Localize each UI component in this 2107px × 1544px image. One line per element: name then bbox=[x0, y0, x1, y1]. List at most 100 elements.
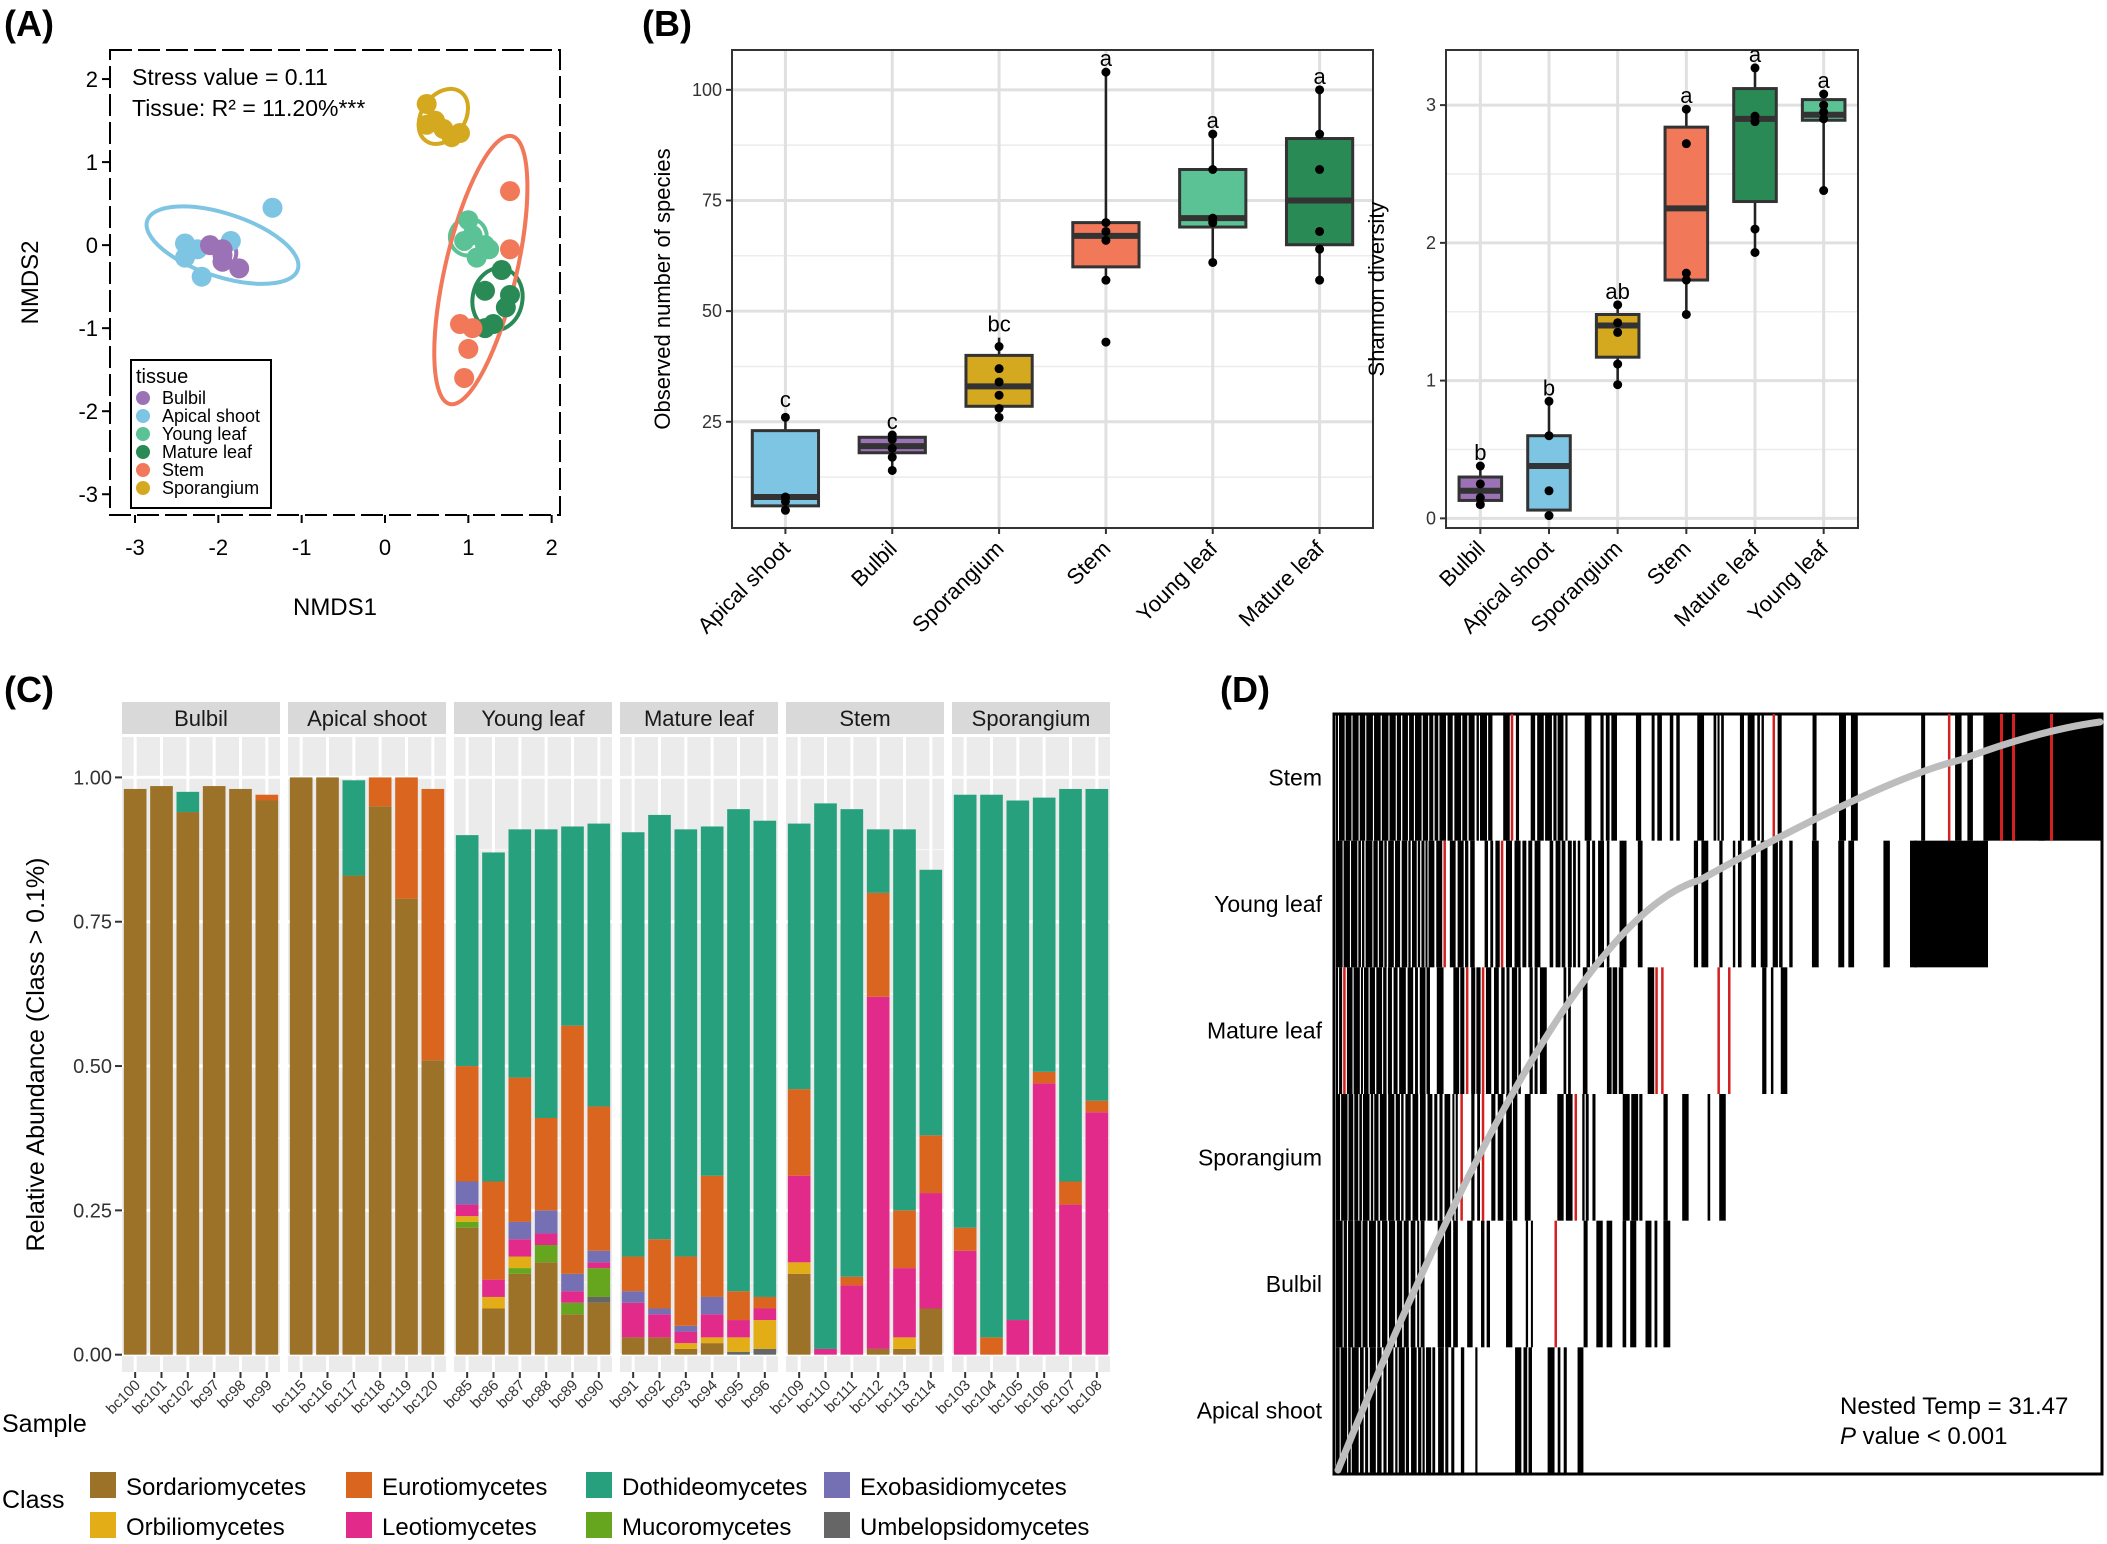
x-tick-label: Stem bbox=[1061, 536, 1115, 590]
bar-segment-exobasidiomycetes bbox=[455, 1181, 479, 1205]
presence-cell bbox=[1365, 840, 1373, 968]
presence-cell bbox=[1428, 840, 1435, 968]
presence-cell bbox=[1374, 1094, 1379, 1221]
legend-swatch bbox=[586, 1512, 612, 1538]
bar-segment-leotiomycetes bbox=[727, 1320, 750, 1338]
presence-cell bbox=[1348, 1220, 1354, 1348]
red-cell bbox=[1661, 967, 1664, 1094]
bar-segment-dothideomycetes bbox=[482, 852, 505, 1182]
x-tick-label: -2 bbox=[209, 535, 229, 560]
bar-segment-leotiomycetes bbox=[1059, 1204, 1082, 1355]
presence-cell bbox=[1421, 840, 1425, 968]
data-point bbox=[1208, 129, 1218, 139]
box-bulbil: b bbox=[1457, 440, 1504, 510]
presence-cell bbox=[1470, 840, 1475, 968]
annotation-backdrop bbox=[1820, 1382, 2090, 1464]
bar-segment-exobasidiomycetes bbox=[648, 1308, 671, 1315]
bar-segment-sordariomycetes bbox=[229, 788, 252, 1355]
unique-block-young-leaf bbox=[1910, 840, 1988, 968]
presence-cell bbox=[1530, 714, 1536, 841]
bar-segment-sordariomycetes bbox=[316, 777, 339, 1355]
box-mature-leaf: a bbox=[1284, 64, 1355, 285]
significance-letter: b bbox=[1543, 375, 1555, 400]
y-axis-title: Observed number of species bbox=[650, 148, 675, 429]
presence-cell bbox=[1848, 840, 1855, 968]
bar-segment-eurotiomycetes bbox=[395, 777, 418, 899]
presence-cell bbox=[1395, 1094, 1400, 1221]
data-point bbox=[1315, 244, 1325, 254]
x-tick-label: 1 bbox=[462, 535, 474, 560]
presence-cell bbox=[1582, 1094, 1585, 1221]
presence-cell bbox=[1422, 714, 1429, 841]
presence-cell bbox=[1883, 840, 1890, 968]
bar-segment-eurotiomycetes bbox=[919, 1135, 943, 1194]
y-axis-title: NMDS2 bbox=[17, 240, 44, 324]
presence-cell bbox=[1663, 1220, 1671, 1348]
box-bulbil: c bbox=[857, 409, 927, 475]
bar-segment-dothideomycetes bbox=[700, 826, 724, 1176]
data-point bbox=[1315, 226, 1325, 236]
matrix-row-mature-leaf bbox=[1336, 967, 1788, 1094]
presence-cell bbox=[1760, 840, 1768, 968]
bar-segment-orbiliomycetes bbox=[787, 1262, 811, 1274]
presence-cell bbox=[1381, 714, 1389, 841]
observed-species-boxplot: 25 50 75 100 c Apical shoot c Bulbil bc Sporangiu… bbox=[650, 46, 1374, 638]
facet-strip bbox=[454, 702, 612, 734]
red-cell bbox=[1947, 714, 1951, 841]
box-body bbox=[1732, 87, 1778, 204]
presence-cell bbox=[1343, 840, 1350, 968]
significance-letter: a bbox=[1207, 108, 1220, 133]
box-body bbox=[1526, 434, 1572, 512]
legend-swatch bbox=[824, 1472, 850, 1498]
presence-cell bbox=[1719, 1094, 1726, 1221]
y-tick-label: -1 bbox=[78, 316, 98, 341]
presence-cell bbox=[1488, 714, 1493, 841]
bar-segment-orbiliomycetes bbox=[508, 1256, 532, 1269]
presence-cell bbox=[1420, 1094, 1426, 1221]
bar-segment-sordariomycetes bbox=[621, 1337, 645, 1355]
data-point bbox=[1819, 107, 1829, 117]
legend-label: Mucoromycetes bbox=[622, 1514, 791, 1541]
presence-cell bbox=[1495, 840, 1500, 968]
point-apical-shoot bbox=[262, 197, 283, 218]
bar-segment-leotiomycetes bbox=[919, 1193, 943, 1309]
presence-cell bbox=[1453, 967, 1460, 1094]
x-axis-title: NMDS1 bbox=[293, 594, 377, 621]
point-sporangium bbox=[450, 123, 470, 144]
presence-cell bbox=[1573, 840, 1576, 968]
presence-cell bbox=[1376, 967, 1383, 1094]
presence-cell bbox=[1476, 967, 1481, 1094]
data-point bbox=[1544, 486, 1554, 496]
presence-cell bbox=[1586, 840, 1591, 968]
presence-cell bbox=[1381, 1220, 1388, 1348]
presence-cell bbox=[1592, 840, 1596, 968]
presence-cell bbox=[1365, 1347, 1369, 1474]
presence-cell bbox=[1422, 1347, 1425, 1474]
presence-cell bbox=[1565, 714, 1568, 841]
bar-segment-dothideomycetes bbox=[1059, 788, 1082, 1182]
bar-segment-eurotiomycetes bbox=[727, 1291, 750, 1321]
bar-segment-sordariomycetes bbox=[395, 898, 418, 1355]
presence-cell bbox=[1475, 1347, 1478, 1474]
presence-cell bbox=[1467, 1220, 1473, 1348]
presence-cell bbox=[1388, 1220, 1396, 1348]
presence-cell bbox=[1514, 840, 1521, 968]
presence-cell bbox=[1388, 1094, 1395, 1221]
data-point bbox=[1475, 479, 1485, 489]
bar-segment-orbiliomycetes bbox=[674, 1343, 698, 1349]
bar-segment-dothideomycetes bbox=[753, 820, 777, 1297]
p-symbol: P bbox=[1840, 1423, 1856, 1450]
red-cell bbox=[1655, 967, 1658, 1094]
bar-segment-leotiomycetes bbox=[561, 1291, 584, 1303]
presence-cell bbox=[1622, 1220, 1627, 1348]
facet-panel bbox=[786, 737, 944, 1372]
bar-segment-eurotiomycetes bbox=[534, 1118, 558, 1211]
presence-cell bbox=[1395, 1347, 1398, 1474]
facet-title: Stem bbox=[839, 706, 890, 731]
sample-label: bc97 bbox=[188, 1377, 223, 1412]
matrix-row-sporangium bbox=[1336, 1094, 1726, 1221]
bar-segment-leotiomycetes bbox=[621, 1302, 645, 1338]
presence-cell bbox=[1436, 840, 1443, 968]
legend-label: Apical shoot bbox=[162, 406, 260, 426]
